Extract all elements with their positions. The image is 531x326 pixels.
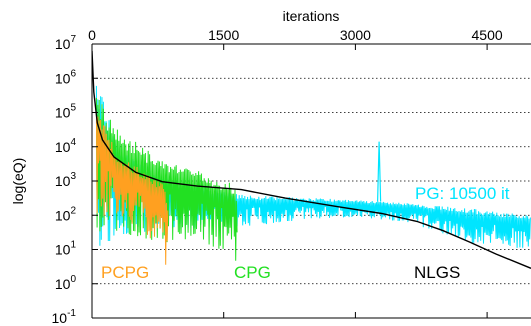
y-tick-label: 106 — [55, 68, 77, 86]
pg-series-label: PG: 10500 it — [415, 184, 510, 203]
y-tick-label: 10-1 — [52, 308, 77, 326]
x-tick-label: 3000 — [340, 27, 371, 43]
y-axis-label: log(eQ) — [10, 158, 26, 205]
y-tick-label: 105 — [55, 103, 77, 121]
series-layer — [92, 50, 531, 269]
y-tick-label: 107 — [55, 34, 77, 52]
x-tick-label: 1500 — [208, 27, 239, 43]
series-nlgs-line — [92, 50, 531, 269]
y-tick-label: 102 — [55, 205, 77, 223]
y-tick-label: 100 — [55, 274, 77, 292]
x-tick-label: 0 — [88, 27, 96, 43]
series-spike — [377, 141, 382, 202]
nlgs-series-label: NLGS — [414, 263, 460, 282]
x-axis-label: iterations — [283, 8, 340, 24]
series-pcpg — [95, 112, 169, 265]
cpg-series-label: CPG — [234, 263, 271, 282]
y-tick-label: 101 — [55, 240, 77, 258]
pcpg-series-label: PCPG — [101, 263, 149, 282]
axis-layer: 107 106 105 104 103 102 101 100 10-1 0 1500 3000 450… — [52, 27, 531, 326]
y-tick-label: 104 — [55, 137, 77, 155]
y-tick-label: 103 — [55, 171, 77, 189]
series-line — [95, 112, 169, 265]
x-tick-label: 4500 — [472, 27, 503, 43]
